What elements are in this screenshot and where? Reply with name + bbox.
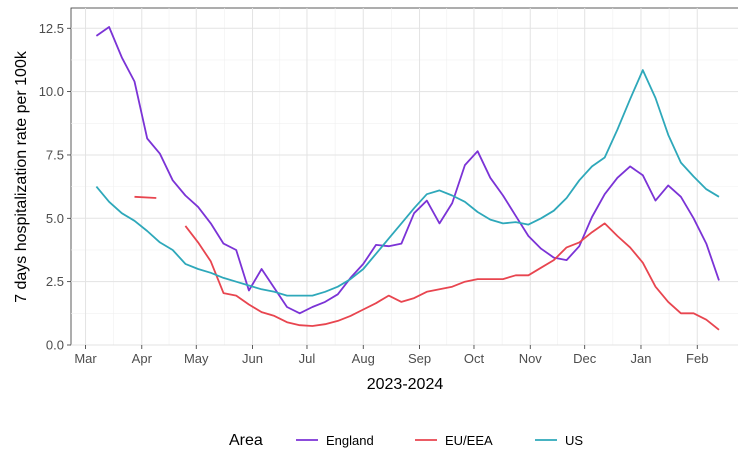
- x-tick-label: Aug: [352, 351, 375, 366]
- series-line-eu-eea: [184, 222, 720, 331]
- x-tick-label: Sep: [408, 351, 431, 366]
- y-tick-label: 10.0: [39, 84, 64, 99]
- y-tick-label: 0.0: [46, 338, 64, 353]
- series-line-us: [95, 69, 720, 297]
- y-tick-label: 5.0: [46, 211, 64, 226]
- legend-title: Area: [229, 432, 263, 449]
- x-tick-label: Nov: [519, 351, 543, 366]
- x-tick-label: Dec: [573, 351, 597, 366]
- legend: Area England EU/EEA US: [229, 432, 583, 449]
- y-tick-label: 7.5: [46, 147, 64, 162]
- series-line-england: [95, 26, 720, 315]
- plot-panel: [70, 7, 738, 346]
- x-tick-label: Apr: [132, 351, 153, 366]
- x-axis-title: 2023-2024: [367, 376, 444, 393]
- x-axis-ticks: Mar Apr May Jun Jul Aug Sep Oct Nov Dec Jan Feb: [74, 345, 708, 366]
- grid-minor: [71, 8, 738, 345]
- x-tick-label: May: [184, 351, 209, 366]
- y-tick-label: 2.5: [46, 274, 64, 289]
- x-tick-label: Oct: [464, 351, 485, 366]
- legend-label-england: England: [326, 433, 374, 448]
- legend-label-eu-eea: EU/EEA: [445, 433, 493, 448]
- legend-label-us: US: [565, 433, 583, 448]
- x-tick-label: Jun: [242, 351, 263, 366]
- y-axis-ticks: 0.0 2.5 5.0 7.5 10.0 12.5: [39, 21, 71, 353]
- grid-major: [71, 8, 738, 346]
- x-tick-label: Jul: [299, 351, 316, 366]
- y-tick-label: 12.5: [39, 21, 64, 36]
- y-axis-title: 7 days hospitalization rate per 100k: [13, 50, 30, 303]
- series-line-eu-eea: [134, 195, 157, 199]
- x-tick-label: Mar: [74, 351, 97, 366]
- x-tick-label: Jan: [630, 351, 651, 366]
- series-layer: [95, 26, 720, 331]
- x-tick-label: Feb: [686, 351, 708, 366]
